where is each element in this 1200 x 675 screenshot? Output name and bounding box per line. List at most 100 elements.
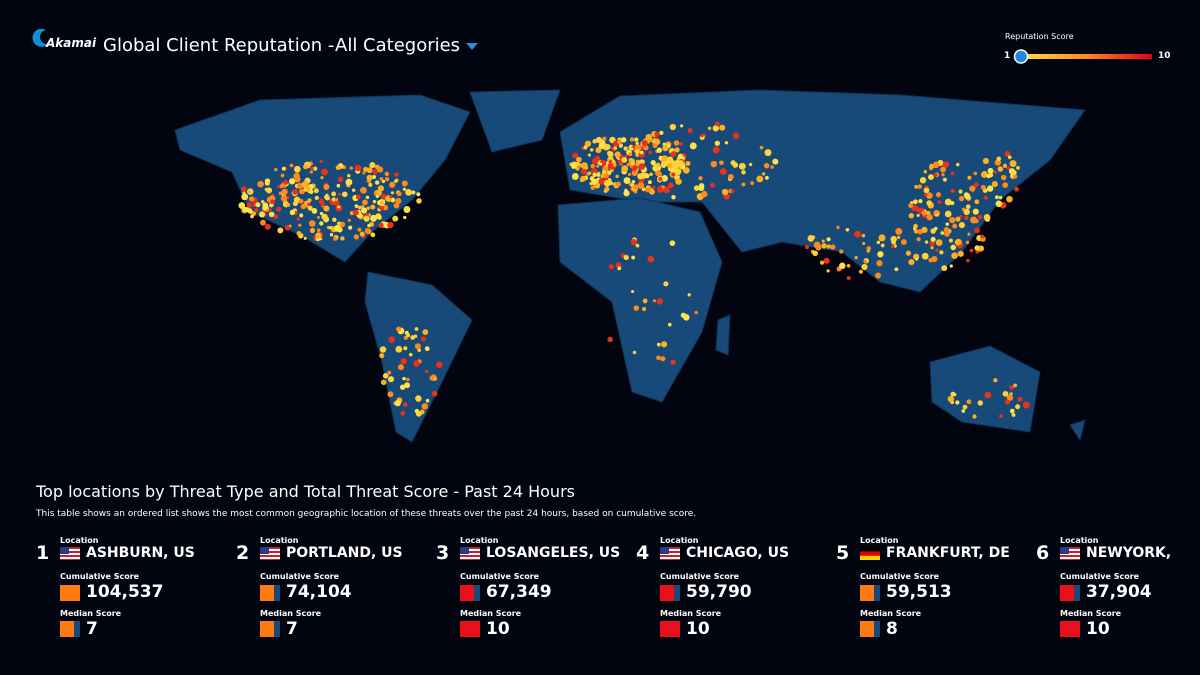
threat-dot	[973, 171, 978, 176]
threat-dot	[932, 161, 940, 169]
threat-dot	[930, 236, 936, 242]
threat-dot	[303, 188, 307, 192]
threat-dot	[826, 244, 831, 249]
threat-dot	[274, 167, 278, 172]
threat-dot	[935, 248, 939, 252]
score-icon	[260, 585, 280, 601]
threat-dot	[604, 186, 610, 192]
threat-dot	[836, 225, 840, 230]
threat-dot	[1008, 168, 1015, 175]
threat-dot	[633, 305, 640, 311]
threat-dot	[396, 191, 402, 197]
threat-dot	[580, 168, 587, 175]
threat-dot	[311, 208, 318, 214]
threat-dot	[387, 370, 392, 375]
threat-dot	[650, 160, 656, 166]
threat-dot	[359, 231, 365, 237]
location-card: 6 Location NEWYORK, Cumulative Score 37,904 M…	[1036, 530, 1200, 670]
threat-dot	[425, 398, 430, 403]
threat-dot	[376, 189, 382, 196]
location-name: LOSANGELES, US	[486, 545, 621, 561]
threat-dot	[958, 195, 965, 202]
threat-dot	[680, 124, 684, 128]
threat-dot	[656, 147, 663, 153]
threat-dot	[673, 160, 679, 166]
threat-dot	[700, 133, 704, 138]
threat-dot	[1000, 174, 1007, 181]
threat-dot	[986, 173, 991, 179]
threat-dot	[571, 163, 577, 170]
flag	[660, 547, 680, 560]
threat-dot	[315, 232, 322, 239]
threat-dot	[846, 276, 851, 281]
rank: 4	[636, 542, 650, 564]
threat-dot	[658, 177, 663, 182]
threat-dot	[890, 235, 897, 243]
threat-dot	[719, 160, 724, 166]
threat-dot	[940, 231, 945, 235]
threat-dot	[980, 234, 985, 239]
threat-dot	[402, 402, 408, 407]
rank: 2	[236, 542, 250, 564]
threat-dot	[963, 215, 969, 221]
threat-dot	[354, 204, 359, 208]
threat-dot	[1017, 396, 1023, 402]
threat-dot	[260, 219, 266, 226]
threat-dot	[677, 160, 684, 167]
threat-dot	[741, 170, 746, 175]
threat-dot	[316, 228, 321, 232]
threat-dot	[363, 215, 370, 222]
threat-dot	[944, 198, 952, 206]
threat-dot	[627, 172, 632, 177]
continents	[174, 89, 1086, 443]
threat-dot	[958, 222, 965, 229]
threat-dot	[319, 221, 324, 226]
threat-dot	[307, 202, 311, 207]
section-title: Top locations by Threat Type and Total T…	[36, 482, 575, 501]
threat-dot	[714, 140, 720, 146]
threat-dot	[880, 243, 885, 248]
median-label: Median Score	[660, 609, 722, 618]
threat-dot	[983, 214, 991, 221]
threat-dot	[1006, 166, 1011, 170]
threat-dot	[749, 162, 753, 167]
threat-dot	[770, 165, 774, 169]
threat-dot	[347, 174, 351, 178]
threat-dot	[333, 236, 338, 241]
category-dropdown[interactable]: All Categories	[335, 35, 461, 56]
threat-dot	[307, 205, 313, 211]
threat-dot	[314, 195, 319, 201]
threat-dot	[280, 173, 285, 178]
threat-dot	[598, 178, 605, 185]
threat-dot	[958, 189, 963, 194]
threat-dot	[590, 185, 595, 190]
threat-dot	[750, 181, 755, 186]
threat-dot	[280, 195, 288, 202]
threat-dot	[349, 166, 354, 170]
threat-dot	[335, 165, 341, 171]
threat-dot	[876, 260, 883, 267]
threat-dot	[1002, 182, 1009, 188]
threat-dot	[681, 165, 686, 169]
threat-dot	[942, 177, 947, 182]
threat-dot	[323, 205, 330, 212]
threat-dot	[605, 144, 611, 150]
threat-dot	[379, 177, 384, 181]
threat-dot	[756, 175, 764, 183]
threat-dot	[378, 222, 384, 229]
dropdown-arrow[interactable]	[465, 42, 479, 52]
location-label: Location	[1060, 536, 1099, 545]
threat-dot	[667, 182, 674, 189]
score-icon	[1060, 621, 1080, 637]
threat-dot	[584, 140, 592, 147]
threat-dot	[595, 136, 603, 144]
threat-dot	[908, 203, 913, 208]
threat-dot	[243, 206, 249, 213]
threat-dot	[974, 199, 980, 205]
threat-dot	[283, 180, 289, 186]
threat-dot	[639, 159, 645, 165]
threat-dot	[710, 160, 718, 168]
threat-dot	[387, 376, 395, 383]
threat-dot	[645, 133, 653, 141]
